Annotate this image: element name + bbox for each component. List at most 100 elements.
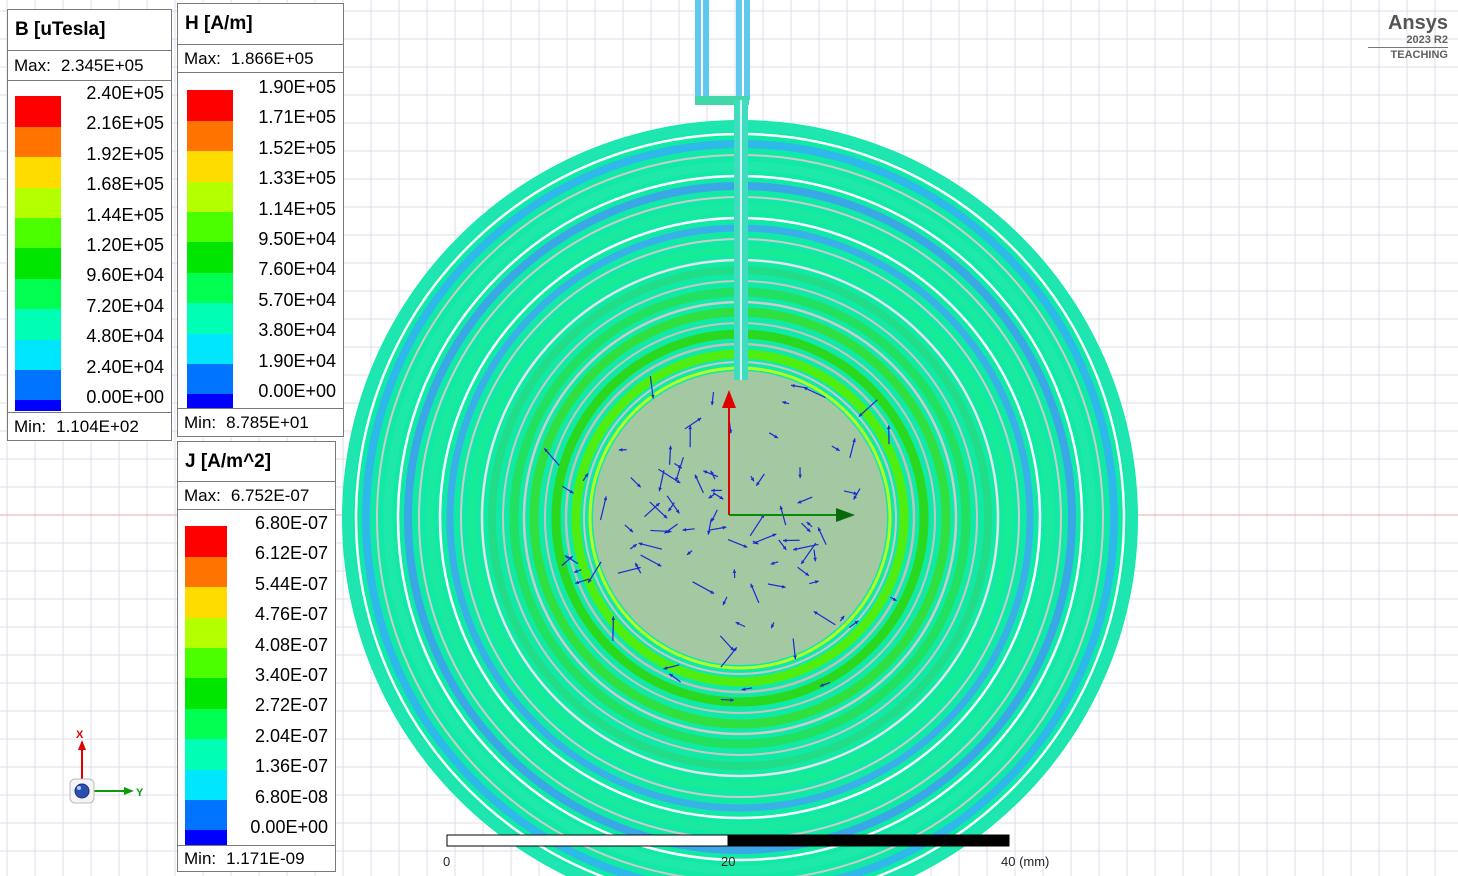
y-axis-arrowhead	[836, 508, 855, 522]
current-density-vectors	[543, 376, 897, 702]
legend-j-level-5: 3.40E-07	[254, 665, 328, 685]
legend-j-swatch-1	[185, 557, 227, 587]
triad-sphere	[74, 783, 90, 799]
legend-h-max-label: Max:	[184, 48, 221, 68]
legend-b-max: Max: 2.345E+05	[8, 51, 171, 81]
legend-j-level-7: 2.04E-07	[254, 726, 328, 746]
vector-arrowhead	[697, 417, 702, 422]
vector-arrowhead	[682, 527, 687, 532]
x-axis-arrowhead	[722, 390, 736, 408]
vector-arrowhead	[782, 545, 787, 550]
orientation-triad[interactable]: X Y	[69, 729, 144, 804]
vector-arrowhead	[771, 624, 775, 629]
vector-arrowhead	[819, 683, 824, 687]
vector-arrowhead	[735, 622, 740, 626]
legend-h-colorbar: 1.90E+05 1.71E+05 1.52E+05 1.33E+05 1.14…	[178, 73, 343, 408]
legend-b-max-label: Max:	[14, 55, 51, 75]
vector-arrowhead	[791, 384, 795, 388]
vector-arrowhead	[722, 601, 727, 606]
ansys-logo: Ansys 2023 R2 TEACHING	[1368, 12, 1448, 62]
legend-h-max: Max: 1.866E+05	[178, 45, 343, 73]
vector-arrowhead	[635, 562, 639, 567]
legend-b-swatch-8	[15, 340, 61, 370]
legend-h-level-10: 0.00E+00	[258, 381, 336, 401]
legend-b-colorbar: 2.40E+05 2.16E+05 1.92E+05 1.68E+05 1.44…	[8, 81, 171, 412]
vector-arrowhead	[817, 527, 822, 532]
vector-arrowhead	[710, 401, 715, 406]
vector-arrowhead	[638, 542, 643, 546]
legend-b-field[interactable]: B [uTesla] Max: 2.345E+05 2.40E+05 2.16E…	[7, 9, 172, 441]
legend-j-level-1: 6.12E-07	[254, 543, 328, 563]
vector-arrowhead	[772, 533, 777, 538]
coil-field-plot	[342, 0, 1138, 876]
legend-j-swatch-6	[185, 709, 227, 739]
vector-arrowhead	[611, 616, 616, 620]
vector-arrow	[720, 647, 738, 668]
legend-h-level-1: 1.71E+05	[258, 107, 336, 127]
legend-b-swatch-2	[15, 157, 61, 188]
scale-bar-black-segment	[727, 834, 1010, 847]
vector-arrowhead	[686, 551, 691, 555]
vector-arrow	[649, 501, 668, 519]
vector-arrowhead	[793, 655, 797, 660]
vector-arrowhead	[664, 529, 669, 534]
vector-arrowhead	[703, 470, 708, 474]
legend-b-level-0: 2.40E+05	[86, 83, 164, 103]
legend-h-field[interactable]: H [A/m] Max: 1.866E+05 1.90E+05 1.71E+05…	[177, 3, 344, 437]
legend-b-level-3: 1.68E+05	[86, 174, 164, 194]
vector-arrowhead	[733, 647, 737, 652]
legend-b-min: Min: 1.104E+02	[8, 412, 171, 440]
vector-arrowhead	[668, 507, 672, 512]
vector-arrowhead	[797, 500, 802, 504]
vector-arrowhead	[663, 514, 668, 519]
legend-b-level-8: 4.80E+04	[86, 326, 164, 346]
legend-b-level-9: 2.40E+04	[86, 357, 164, 377]
legend-j-max-value: 6.752E-07	[230, 485, 310, 505]
legend-h-min: Min: 8.785E+01	[178, 408, 343, 436]
legend-j-swatch-3	[185, 618, 227, 648]
vector-arrowhead	[732, 569, 737, 574]
vector-arrowhead	[675, 477, 679, 482]
vector-arrowhead	[743, 544, 748, 548]
vector-arrowhead	[603, 496, 608, 501]
legend-h-min-value: 8.785E+01	[226, 412, 309, 432]
legend-h-swatch-9	[187, 364, 233, 394]
legend-b-min-label: Min:	[14, 416, 47, 436]
legend-h-title: H [A/m]	[178, 4, 343, 45]
legend-h-swatch-2	[187, 151, 233, 182]
vector-arrowhead	[676, 479, 681, 484]
scale-bar-white-segment	[446, 834, 729, 847]
legend-j-field[interactable]: J [A/m^2] Max: 6.752E-07 6.80E-07 6.12E-…	[177, 441, 336, 872]
legend-h-level-0: 1.90E+05	[258, 77, 336, 97]
vector-arrowhead	[618, 448, 623, 452]
vector-arrowhead	[708, 494, 713, 499]
vector-arrowhead	[584, 473, 589, 478]
vector-arrowhead	[858, 412, 863, 417]
vector-arrowhead	[793, 547, 798, 551]
vector-arrowhead	[707, 530, 711, 535]
vector-arrowhead	[892, 597, 897, 601]
legend-b-level-1: 2.16E+05	[86, 113, 164, 133]
vector-arrowhead	[852, 438, 856, 443]
legend-h-level-6: 7.60E+04	[258, 259, 336, 279]
legend-h-max-value: 1.866E+05	[230, 48, 314, 68]
vector-arrow	[813, 610, 836, 626]
scale-bar	[446, 834, 1010, 847]
legend-b-swatch-4	[15, 218, 61, 248]
ansys-brand-name: Ansys	[1387, 12, 1448, 34]
triad-y-arrowhead	[124, 787, 134, 795]
vector-arrowhead	[568, 556, 573, 560]
legend-h-level-2: 1.52E+05	[258, 138, 336, 158]
legend-h-level-8: 3.80E+04	[258, 320, 336, 340]
global-coordinate-axes	[722, 390, 855, 522]
legend-h-swatch-1	[187, 121, 233, 151]
ansys-edition: TEACHING	[1390, 49, 1448, 61]
legend-j-level-8: 1.36E-07	[254, 756, 328, 776]
legend-j-colorbar: 6.80E-07 6.12E-07 5.44E-07 4.76E-07 4.08…	[178, 510, 335, 845]
vector-arrowhead	[632, 544, 637, 548]
vector-arrowhead	[711, 488, 715, 493]
vector-arrowhead	[773, 434, 778, 439]
legend-h-swatch-5	[187, 242, 233, 273]
